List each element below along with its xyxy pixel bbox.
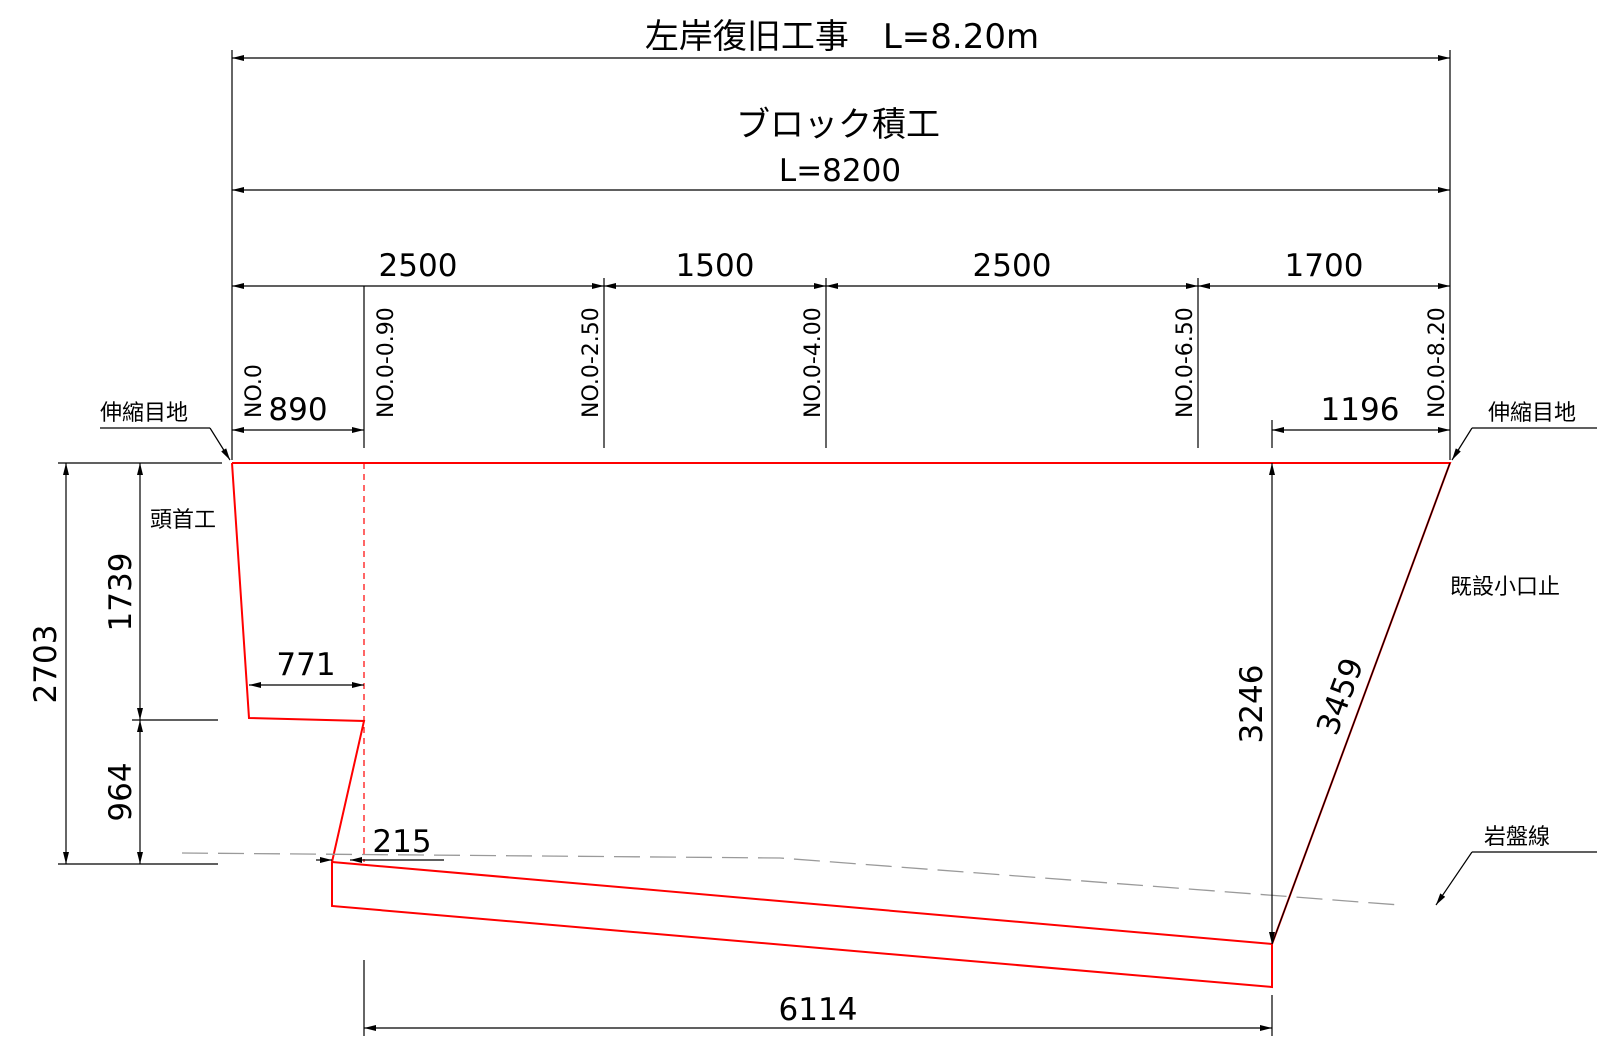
upper-height-label: 1739 [103, 553, 139, 632]
expansion-joint-right-leader [1451, 427, 1597, 461]
bedrock-line-leader [1435, 851, 1597, 906]
total-height-label: 2703 [28, 625, 64, 704]
station-label: NO.0-6.50 [1173, 307, 1198, 418]
base-length-label: 6114 [779, 992, 858, 1028]
expansion-joint-left-leader [100, 427, 231, 461]
station-label: NO.0 [242, 364, 267, 418]
segment-label: 1700 [1285, 248, 1364, 284]
segment-label: 1500 [676, 248, 755, 284]
base-top-line [331, 861, 1273, 945]
left-offset-label: 890 [268, 392, 327, 428]
expansion-joint-left-label: 伸縮目地 [100, 401, 188, 426]
right-offset-label: 1196 [1321, 392, 1400, 428]
slope-line [1271, 462, 1451, 945]
existing-weir-label: 既設小口止 [1450, 575, 1560, 600]
main-length-dimension [231, 50, 1451, 460]
base-length-dimension [363, 960, 1273, 1036]
station-label: NO.0-4.00 [801, 307, 826, 418]
main-title: 左岸復旧工事 L=8.20m [645, 17, 1039, 57]
right-height-label: 3246 [1234, 665, 1270, 744]
bedrock-line [181, 852, 1401, 906]
head-work-label: 頭首工 [150, 508, 216, 533]
bedrock-line-label: 岩盤線 [1484, 825, 1550, 850]
slope-length-label: 3459 [1310, 653, 1371, 739]
step-width-label: 771 [276, 647, 335, 683]
lower-height-label: 964 [103, 762, 139, 821]
block-work-title: ブロック積工 [736, 105, 940, 145]
toe-width-label: 215 [372, 824, 431, 860]
upper-height-dimension [132, 463, 218, 864]
block-work-length: L=8200 [779, 153, 901, 189]
expansion-joint-right-label: 伸縮目地 [1488, 401, 1576, 426]
station-label: NO.0-2.50 [579, 307, 604, 418]
station-lines [363, 278, 1199, 448]
station-label: NO.0-0.90 [374, 307, 399, 418]
segment-label: 2500 [379, 248, 458, 284]
segment-label: 2500 [973, 248, 1052, 284]
right-offset-dimension [1271, 420, 1450, 448]
station-label: NO.0-8.20 [1425, 307, 1450, 418]
